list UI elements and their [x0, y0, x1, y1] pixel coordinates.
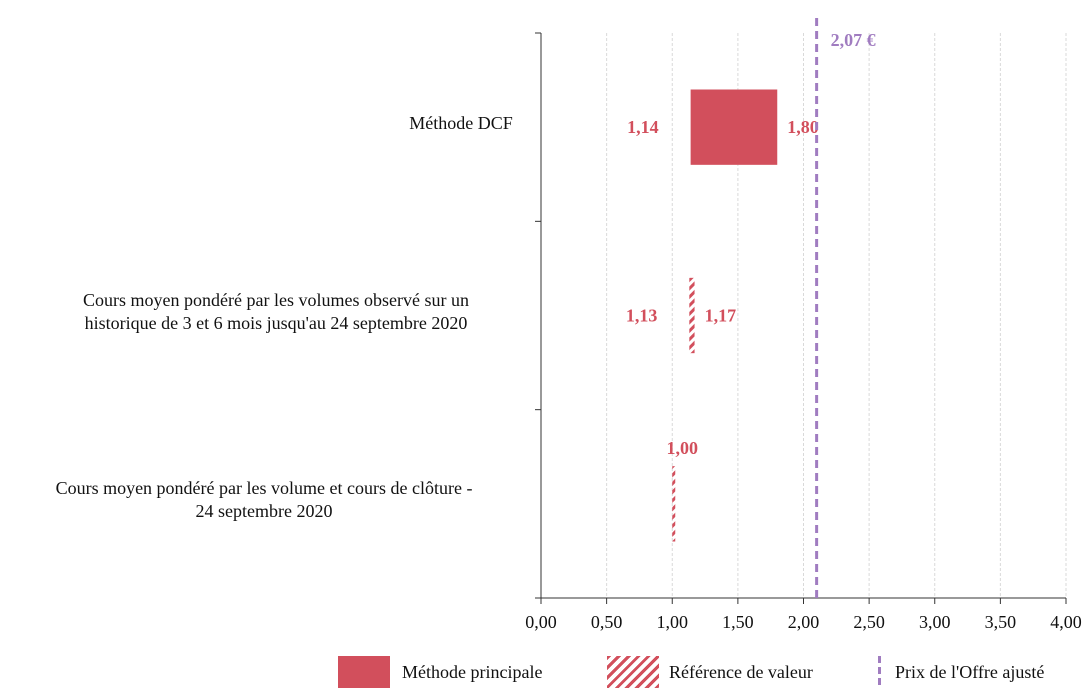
x-tick-label: 0,50	[591, 612, 623, 632]
x-tick-labels: 0,00 0,50 1,00 1,50 2,00 2,50 3,00 3,50 4,00	[525, 612, 1082, 632]
legend-item-line: Prix de l'Offre ajusté	[878, 656, 1044, 688]
bars	[672, 89, 778, 542]
category-label-line: Cours moyen pondéré par les volumes obse…	[83, 289, 469, 310]
legend-swatch-line	[878, 656, 881, 688]
x-tick-label: 4,00	[1050, 612, 1082, 632]
legend-label-hatched: Référence de valeur	[669, 661, 813, 682]
data-label-high: 1,17	[705, 306, 737, 326]
x-tick-label: 3,00	[919, 612, 951, 632]
category-label: Cours moyen pondéré par les volume et co…	[4, 477, 524, 523]
x-tick-label: 3,50	[985, 612, 1017, 632]
x-tick-label: 2,50	[853, 612, 885, 632]
category-label-line: Cours moyen pondéré par les volume et co…	[55, 477, 473, 498]
x-tick-label: 2,00	[788, 612, 820, 632]
category-label-line: historique de 3 et 6 mois jusqu'au 24 se…	[84, 312, 468, 333]
category-label-line: Méthode DCF	[409, 112, 513, 133]
data-label-high: 1,80	[787, 117, 819, 137]
data-labels: 1,14 1,80 1,13 1,17 1,00	[626, 117, 819, 458]
category-label-line: 24 septembre 2020	[195, 500, 333, 521]
data-label-low: 1,13	[626, 306, 658, 326]
offer-price-label: 2,07 €	[831, 30, 876, 50]
axes	[535, 32, 1067, 604]
data-label-low: 1,14	[627, 117, 659, 137]
grid-lines	[606, 33, 1067, 598]
category-label: Cours moyen pondéré par les volumes obse…	[31, 289, 521, 335]
category-label: Méthode DCF	[386, 112, 536, 135]
range-bar	[672, 466, 676, 542]
reference-line: 2,07 €	[815, 18, 876, 598]
x-tick-label: 0,00	[525, 612, 557, 632]
legend-item-solid: Méthode principale	[338, 656, 542, 688]
x-tick-label: 1,50	[722, 612, 754, 632]
legend-swatch-hatched	[607, 656, 659, 688]
legend-item-hatched: Référence de valeur	[607, 656, 813, 688]
legend-label-line: Prix de l'Offre ajusté	[895, 661, 1045, 682]
x-tick-label: 1,00	[657, 612, 689, 632]
range-bar	[689, 277, 695, 354]
data-label: 1,00	[667, 438, 699, 458]
legend-label-solid: Méthode principale	[402, 661, 543, 682]
legend-swatch-solid	[338, 656, 390, 688]
range-bar	[690, 89, 778, 165]
